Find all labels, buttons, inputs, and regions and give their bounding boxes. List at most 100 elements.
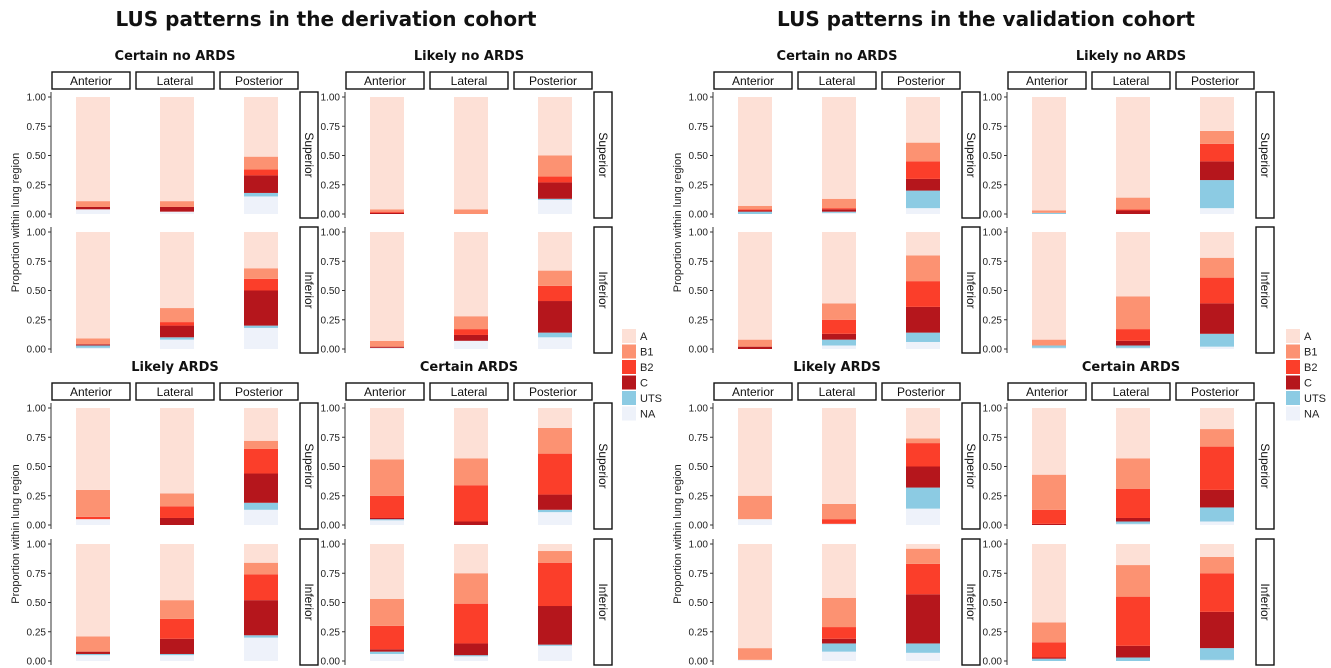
row-label-inferior: Inferior [596,583,610,620]
bar-segment-c [370,346,404,348]
bar-segment-uts [76,653,110,656]
strip-posterior [513,71,593,90]
bar-segment-a [1032,232,1066,340]
bar-segment-uts [1032,345,1066,348]
bar-segment-uts [538,644,572,646]
strip-posterior [219,382,299,401]
bar-segment-b2 [76,516,110,520]
y-tick-label: 1.00 [983,404,1003,415]
y-tick-label: 0.75 [321,433,341,444]
bar-segment-uts [244,325,278,328]
bar-segment-b1 [906,548,940,564]
bar-segment-c [906,178,940,191]
bar-segment-b2 [822,319,856,334]
strip-lateral [1091,71,1171,90]
bar-segment-b2 [906,161,940,179]
y-tick-label: 0.00 [27,657,47,668]
bar-segment-a [76,232,110,339]
row-strip-superior [593,91,613,219]
strip-label-anterior: Anterior [70,74,112,88]
bar-segment-c [738,210,772,212]
bar-segment-a [1116,408,1150,459]
bar-segment-na [1200,521,1234,525]
strip-label-lateral: Lateral [451,385,488,399]
strip-lateral [429,382,509,401]
bar-segment-a [454,232,488,317]
strip-posterior [1175,71,1255,90]
strip-label-anterior: Anterior [732,74,774,88]
row-strip-inferior [1255,538,1275,666]
bar-segment-na [906,341,940,349]
bar-segment-b2 [1116,329,1150,341]
bar-segment-b2 [370,625,404,650]
legend-swatch-a [1286,329,1300,343]
bar-segment-na [244,327,278,349]
row-label-superior: Superior [1258,132,1272,177]
bar-segment-na [1200,346,1234,349]
bar-segment-uts [76,345,110,348]
bar-segment-b2 [244,448,278,474]
bar-segment-b2 [538,453,572,495]
bar-segment-b1 [538,155,572,177]
bar-segment-na [370,653,404,661]
bar-segment-b2 [538,562,572,607]
bar-segment-b1 [906,142,940,162]
legend-swatch-b2 [1286,360,1300,374]
bar-segment-b2 [1200,446,1234,490]
y-tick-label: 0.50 [321,598,341,609]
strip-label-posterior: Posterior [1191,385,1239,399]
y-tick-label: 0.00 [321,345,341,356]
bar-segment-c [1116,210,1150,214]
y-tick-label: 0.00 [27,210,47,221]
y-tick-label: 1.00 [983,228,1003,239]
row-label-superior: Superior [302,132,316,177]
bar-segment-uts [1032,212,1066,214]
legend-label-uts: UTS [1304,393,1326,405]
bar-segment-a [1116,544,1150,566]
bar-segment-b2 [1116,596,1150,646]
y-tick-label: 0.75 [27,433,47,444]
bar-segment-uts [538,509,572,513]
row-strip-superior [1255,91,1275,219]
y-tick-label: 0.00 [27,521,47,532]
row-label-superior: Superior [964,132,978,177]
y-tick-label: 0.50 [689,286,709,297]
row-strip-superior [299,91,319,219]
bar-segment-a [370,232,404,341]
bar-segment-uts [1200,648,1234,660]
row-strip-inferior [299,538,319,666]
y-tick-label: 1.00 [27,228,47,239]
y-tick-label: 0.50 [321,462,341,473]
bar-segment-na [370,347,404,349]
strip-label-lateral: Lateral [819,385,856,399]
bar-segment-na [906,208,940,214]
y-tick-label: 0.50 [689,151,709,162]
bar-segment-c [1200,161,1234,181]
bar-segment-b1 [160,201,194,207]
panel-certain-ards-c2: Certain ARDS Anterior Lateral Posterior 0.00… [983,360,1275,668]
y-tick-label: 0.25 [689,315,709,326]
strip-anterior [1007,382,1087,401]
panel-title: Certain no ARDS [115,49,236,64]
bar-segment-b2 [454,329,488,335]
bar-segment-a [1116,232,1150,297]
bar-segment-c [1116,340,1150,346]
bar-segment-a [244,232,278,269]
bar-segment-b1 [454,573,488,604]
strip-label-anterior: Anterior [1026,74,1068,88]
y-tick-label: 0.50 [689,598,709,609]
bar-segment-na [906,508,940,525]
bar-segment-na [1116,523,1150,525]
y-tick-label: 0.00 [321,210,341,221]
bar-segment-uts [822,211,856,213]
y-tick-label: 0.75 [27,257,47,268]
y-tick-label: 0.50 [689,462,709,473]
legend-label-na: NA [640,409,656,421]
bar-segment-a [244,544,278,563]
bar-segment-b1 [1032,339,1066,346]
bar-segment-c [1116,645,1150,658]
panel-title: Certain no ARDS [777,49,898,64]
y-tick-label: 0.75 [321,257,341,268]
bar-segment-b2 [370,495,404,518]
bar-segment-na [1200,208,1234,214]
